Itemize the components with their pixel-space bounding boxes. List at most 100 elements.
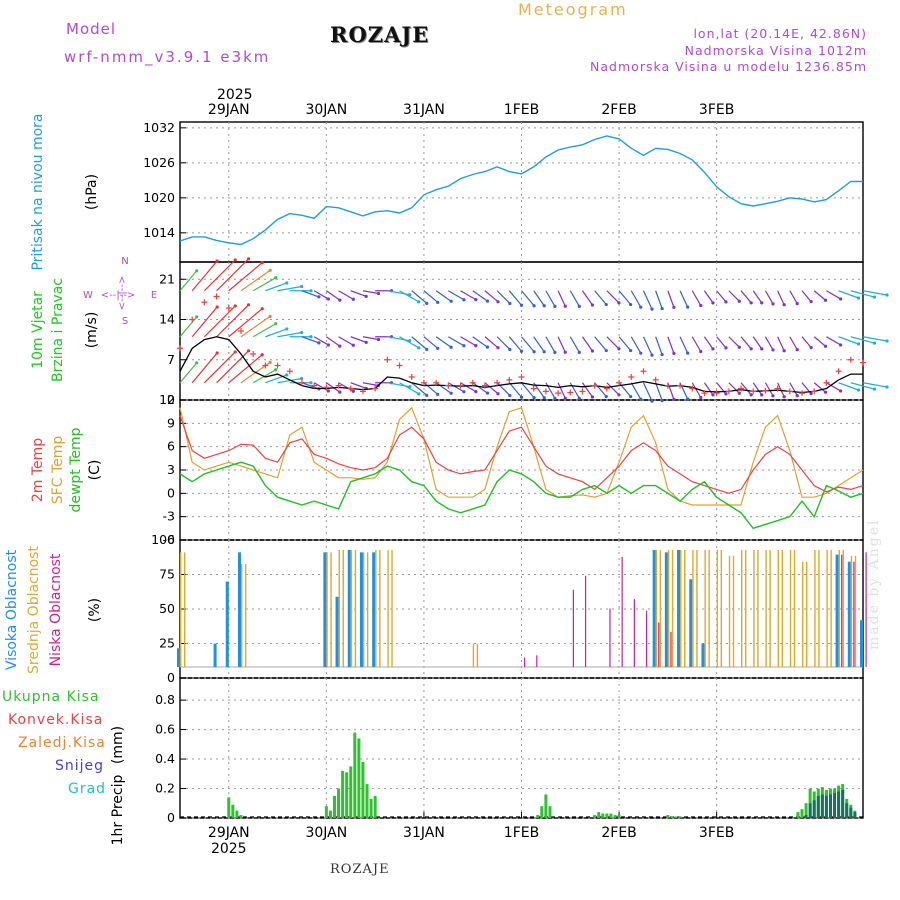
compass-west: W (83, 290, 93, 301)
wind-arrow-head (639, 305, 643, 309)
wind-arrow-head (782, 395, 786, 399)
wind-arrow-head (300, 376, 304, 381)
y-tick-label: 1020 (143, 190, 175, 205)
wind-arrow-head (699, 349, 703, 354)
lonlat-label: lon,lat (20.14E, 42.86N) (693, 26, 867, 41)
cloud-mid-bar (765, 550, 767, 667)
wind-arrow-head (309, 335, 313, 339)
model-name: wrf-nmm_v3.9.1 e3km (64, 48, 271, 66)
y-tick-label: 0 (167, 392, 175, 407)
wind-gust-marker (677, 382, 684, 389)
wind-arrow (508, 290, 522, 306)
model-label: Model (66, 20, 117, 38)
wind-gust-marker (457, 382, 464, 389)
wind-arrow-head (771, 302, 775, 306)
wind-arrow (460, 290, 477, 301)
wind-arrow-head (417, 300, 421, 304)
cloud-low-bar (621, 557, 623, 667)
cloud-high-bar (225, 581, 229, 667)
temp-2m-title: 2m Temp (30, 438, 46, 502)
wind-arrow-head (590, 303, 595, 307)
wind-gust-marker (250, 351, 257, 357)
wind-arrow-head (364, 340, 368, 344)
cloud-high-bar (213, 643, 217, 667)
wind-arrow-head (885, 385, 889, 389)
wind-arrow (801, 290, 812, 302)
wind-arrow-head (563, 396, 567, 400)
wind-arrow (630, 336, 642, 354)
wind-arrow (338, 290, 354, 300)
precip-total-bar (674, 816, 678, 818)
wind-arrow (216, 304, 249, 338)
precip-total-bar (678, 816, 682, 818)
precip-total-bar (365, 784, 369, 818)
cloud-mid-bar (692, 550, 694, 667)
wind-arrow-head (856, 296, 861, 300)
wind-arrow-head (338, 390, 342, 394)
wind-arrow (618, 336, 632, 351)
cloud-mid-bar (814, 550, 816, 667)
panel-frame (179, 121, 864, 263)
wind-arrow-head (629, 302, 633, 307)
wind-arrow (801, 336, 812, 348)
precip-snow-bar (828, 794, 832, 818)
wind-arrow-head (885, 293, 889, 297)
wind-arrow-head (771, 394, 775, 398)
wind-arrow (826, 382, 841, 392)
wind-arrow (789, 382, 798, 396)
wind-arrow (203, 351, 236, 384)
cloud-high-bar (847, 561, 851, 667)
wind-arrow (545, 336, 556, 353)
temp-dewpt-line (179, 461, 864, 530)
cloud-mid-bar (375, 550, 377, 667)
wind-arrow-head (617, 347, 621, 351)
wind-arrow-head (604, 394, 608, 399)
y-tick-label: 25 (159, 636, 175, 651)
wind-arrow (435, 336, 452, 348)
wind-arrow (313, 290, 329, 300)
wind-arrow (838, 382, 859, 391)
cloud-mid-bar (826, 550, 828, 667)
wind-arrow-head (496, 392, 500, 396)
wind-gust-marker (274, 362, 281, 369)
cloud-mid-bar (732, 555, 735, 667)
cloud-mid-bar (240, 564, 243, 667)
cloud-mid-bar (366, 552, 369, 667)
wind-arrow-head (274, 368, 278, 372)
wind-arrow-head (553, 350, 557, 354)
cloud-mid-bar (391, 550, 393, 667)
wind-arrow (642, 290, 653, 310)
wind-arrow-head (496, 346, 500, 350)
cloud-low-bar (645, 610, 648, 667)
wind-arrow-head (872, 295, 876, 299)
x-date-label-top: 31JAN (403, 102, 445, 118)
precip-total-bar (540, 806, 544, 818)
cloud-high-bar (237, 552, 241, 667)
x-date-label-top: 29JAN (208, 102, 250, 118)
wind-gust-marker (835, 368, 842, 375)
wind-arrow-head (563, 350, 567, 354)
wind-arrow-head (639, 397, 643, 401)
wind-arrow (362, 290, 379, 295)
wind-arrow (521, 290, 535, 307)
precip-snow-bar (845, 803, 849, 818)
wind-arrow-head (856, 342, 861, 346)
precip-total-bar (800, 809, 804, 818)
wind-arrow (191, 306, 218, 338)
cloud-mid-bar (326, 552, 328, 667)
wind-gust-marker (213, 293, 220, 300)
temp-dewpt-title: dewpt Temp (68, 427, 84, 512)
wind-arrow (569, 290, 580, 307)
wind-arrow-head (462, 298, 466, 302)
wind-arrow-head (215, 259, 219, 263)
wind-gust-marker (823, 379, 830, 386)
cloud-low-title: Niska Oblacnost (48, 553, 64, 666)
precip-title: 1hr Precip (110, 775, 126, 846)
wind-arrow-head (317, 341, 321, 345)
wind-arrow-head (542, 304, 546, 308)
cloud-mid-bar (362, 552, 365, 667)
wind-arrow-head (809, 391, 813, 396)
cloud-mid-bar (476, 643, 479, 667)
wind-subtitle: Brzina i Pravac (50, 278, 66, 382)
cloud-low-bar (853, 561, 855, 667)
